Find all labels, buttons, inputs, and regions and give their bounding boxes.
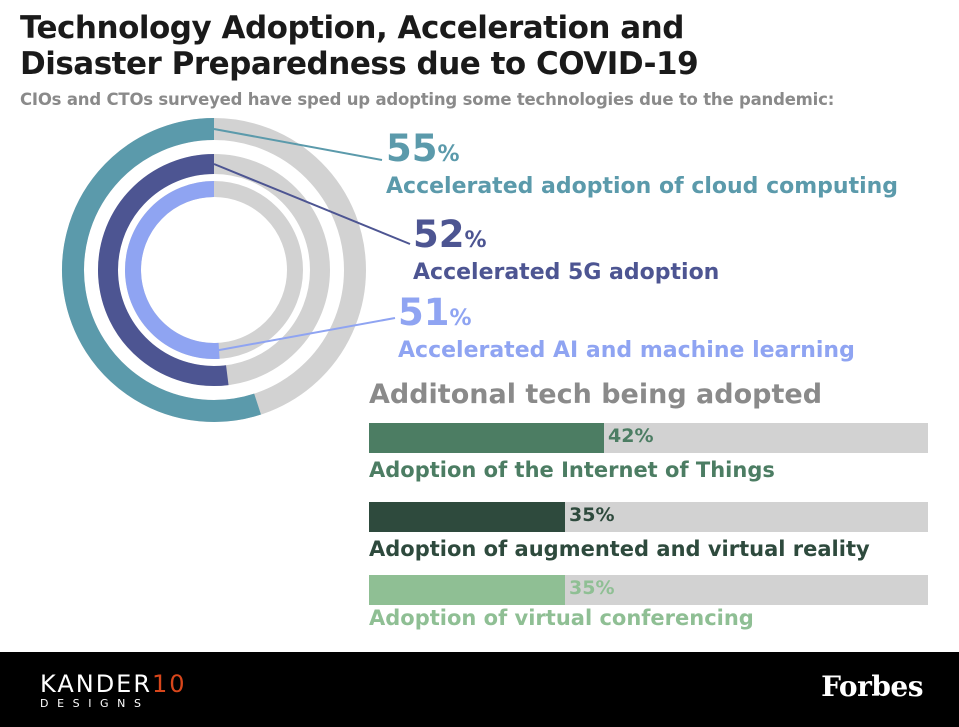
bar-label-conferencing: Adoption of virtual conferencing <box>369 606 754 630</box>
ring-value-ai: 51% <box>398 291 472 334</box>
chart-title: Technology Adoption, Acceleration and Di… <box>20 10 940 82</box>
ring-desc-cloud: Accelerated adoption of cloud computing <box>386 174 899 199</box>
forbes-logo: Forbes <box>821 670 923 703</box>
ring-desc-ai: Accelerated AI and machine learning <box>398 338 855 363</box>
radial-bar-chart <box>62 118 411 422</box>
ring-value-cloud: 55% <box>386 127 460 170</box>
bar-value-iot: 42% <box>608 425 654 447</box>
ring-desc-5g: Accelerated 5G adoption <box>413 260 720 285</box>
bar-ar-vr <box>369 502 565 532</box>
bar-value-ar-vr: 35% <box>569 504 615 526</box>
bars-title: Additonal tech being adopted <box>369 379 823 410</box>
title-line-2: Disaster Preparedness due to COVID-19 <box>20 46 699 82</box>
bar-conferencing <box>369 575 565 605</box>
title-line-1: Technology Adoption, Acceleration and <box>20 10 684 46</box>
bar-value-conferencing: 35% <box>569 577 615 599</box>
chart-subtitle: CIOs and CTOs surveyed have sped up adop… <box>20 90 835 109</box>
footer-bar: KANDER10 DESIGNS Forbes <box>0 652 959 727</box>
bar-label-ar-vr: Adoption of augmented and virtual realit… <box>369 537 870 561</box>
bar-label-iot: Adoption of the Internet of Things <box>369 458 775 482</box>
ring-label-cloud: 55% Accelerated adoption of cloud comput… <box>386 130 898 200</box>
ring-arc-ai <box>125 181 220 359</box>
ring-arc-5g <box>98 154 229 386</box>
leader-line-cloud <box>213 128 383 161</box>
bar-track-ar-vr: 35% <box>369 502 928 532</box>
ring-arc-cloud <box>62 118 261 422</box>
logo-subtitle: DESIGNS <box>40 697 150 710</box>
ring-label-ai: 51% Accelerated AI and machine learning <box>398 294 855 364</box>
bar-track-conferencing: 35% <box>369 575 928 605</box>
bar-iot <box>369 423 604 453</box>
logo-number: 10 <box>152 670 187 698</box>
ring-label-5g: 52% Accelerated 5G adoption <box>413 216 719 286</box>
kander10-logo: KANDER10 DESIGNS <box>40 671 187 711</box>
leader-line-ai <box>213 317 396 352</box>
bar-track-iot: 42% <box>369 423 928 453</box>
logo-word: KANDER <box>40 670 153 698</box>
leader-line-5g <box>213 163 411 245</box>
ring-value-5g: 52% <box>413 213 487 256</box>
